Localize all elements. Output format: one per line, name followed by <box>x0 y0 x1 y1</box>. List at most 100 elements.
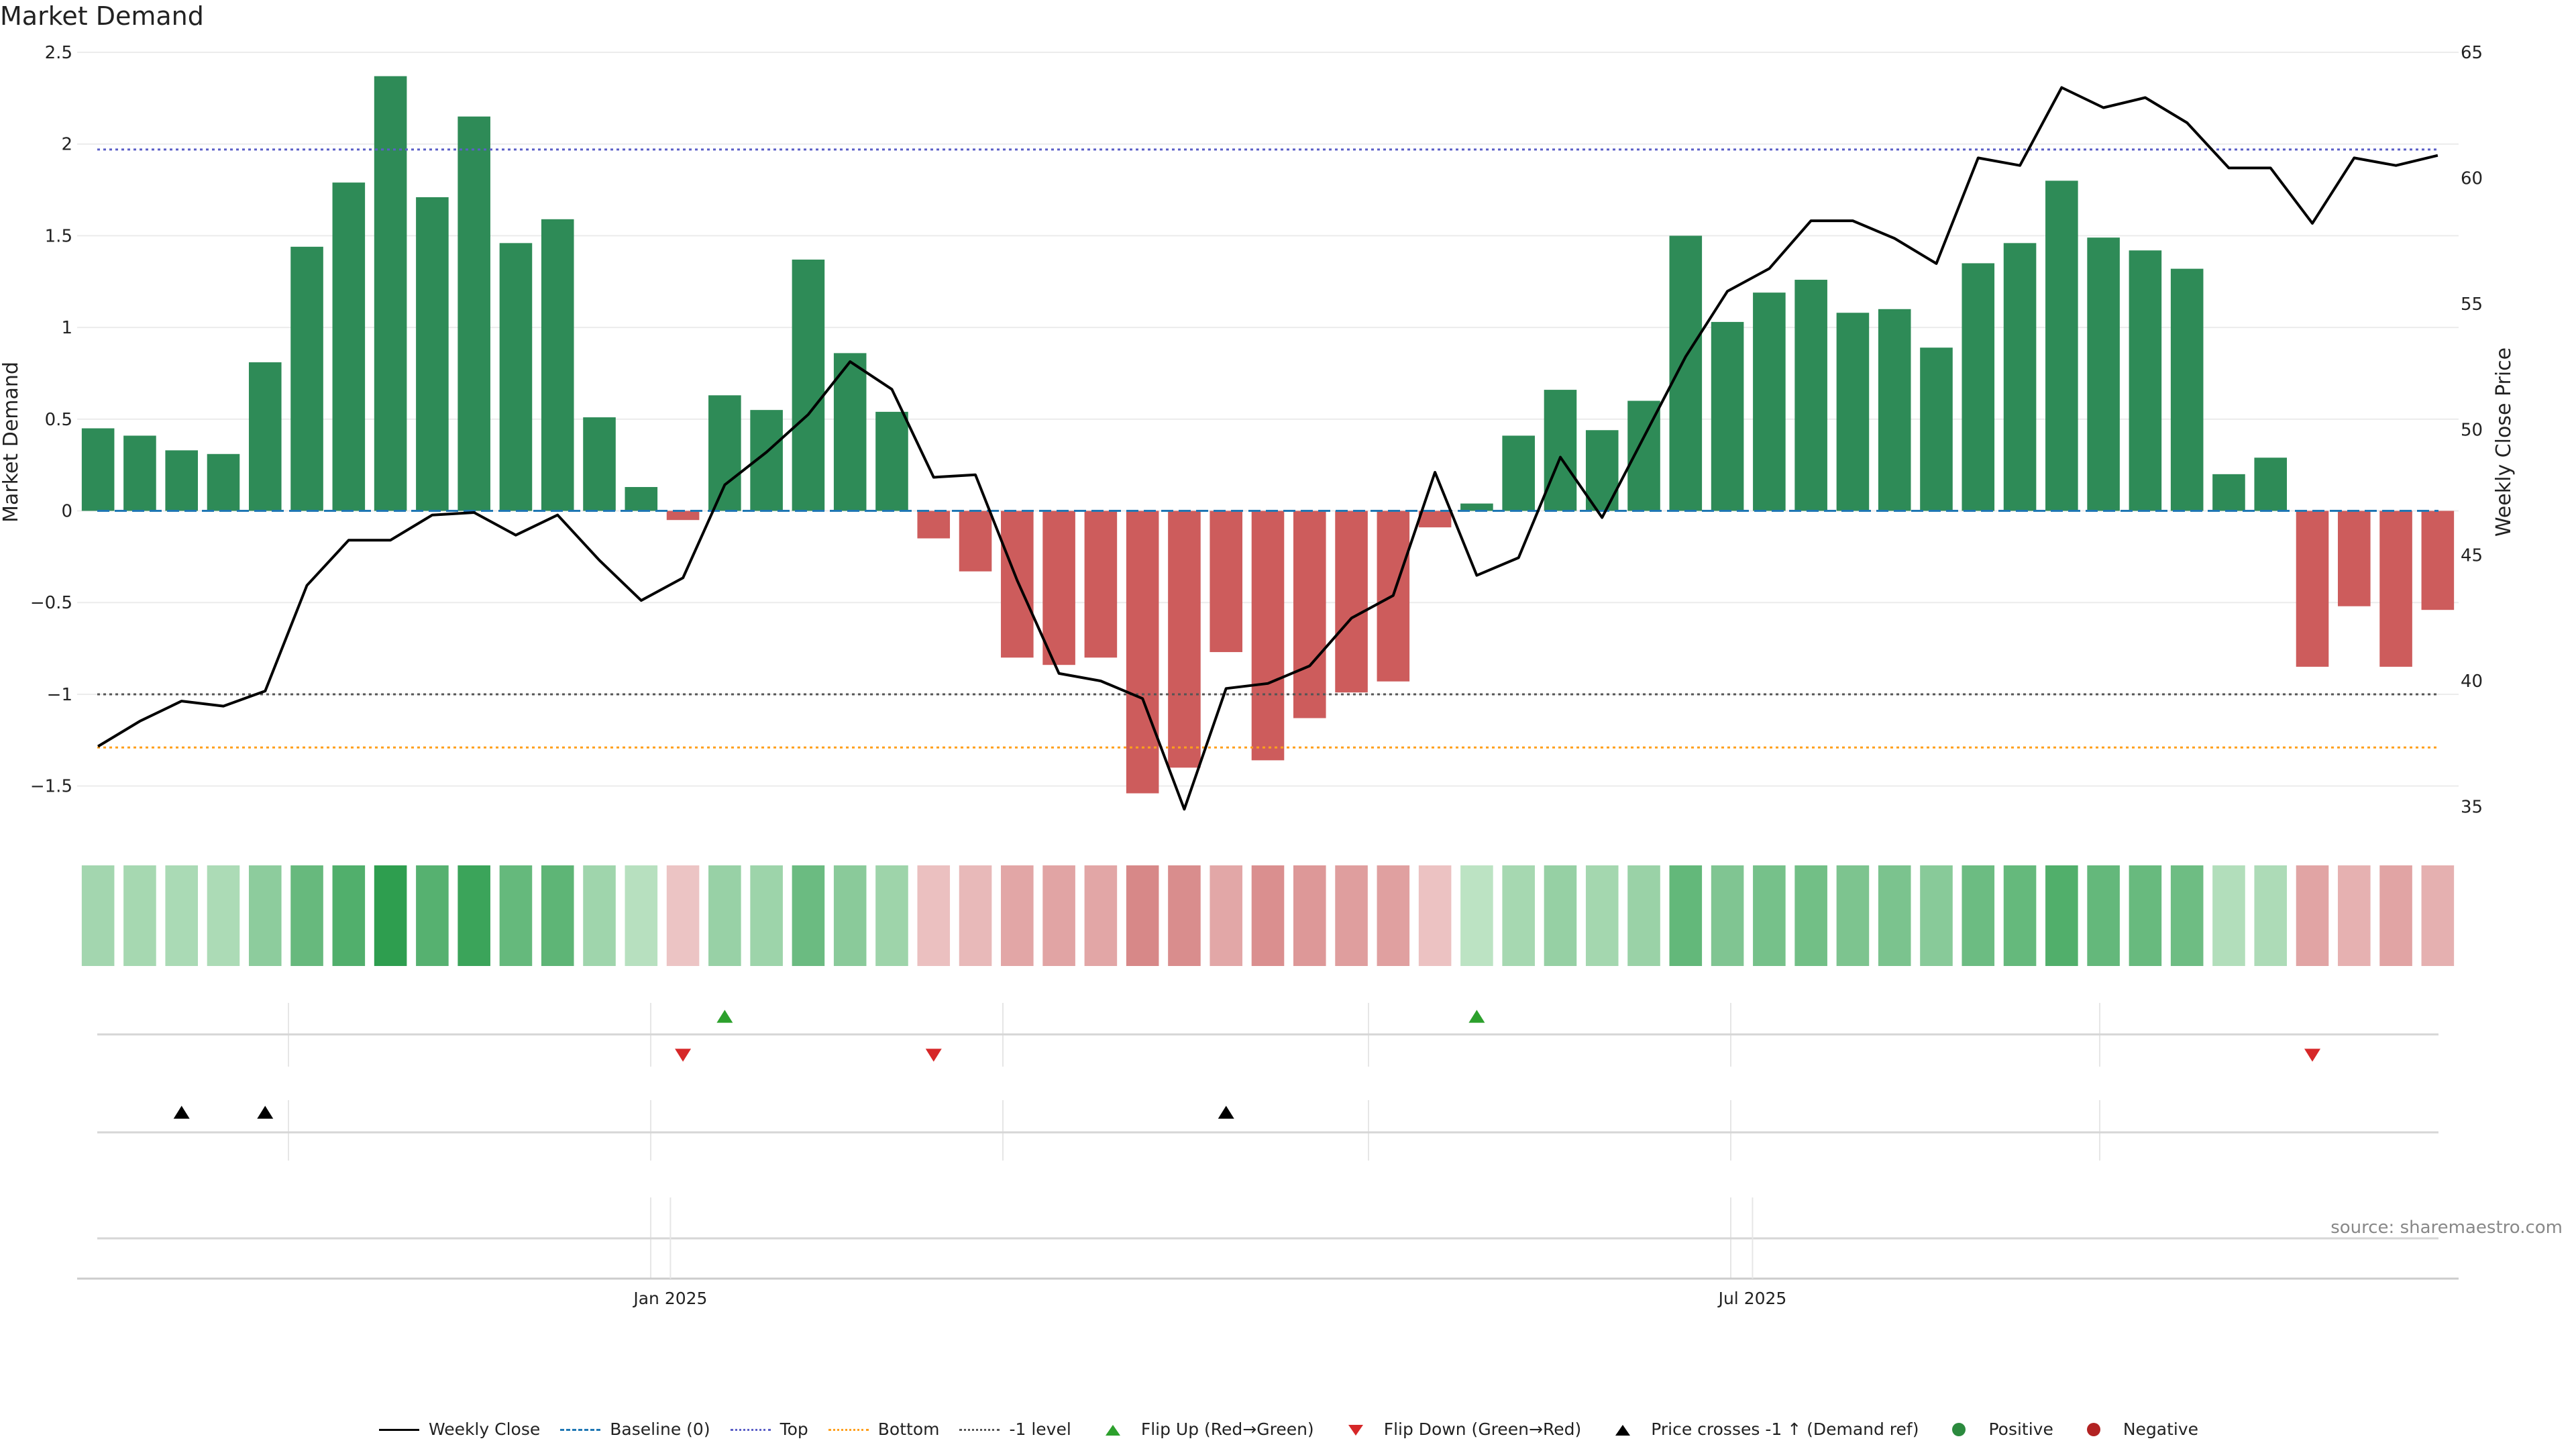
heat-cell <box>332 865 366 966</box>
demand-bar-positive <box>625 486 658 511</box>
heat-cell <box>1418 865 1452 966</box>
demand-bar-positive <box>374 76 407 511</box>
heat-cell <box>1293 865 1326 966</box>
heat-cell <box>2087 865 2120 966</box>
heat-cell <box>1335 865 1368 966</box>
price-cross-marker <box>257 1106 274 1119</box>
y2-tick-label: 50 <box>2461 420 2483 440</box>
legend-flip-down-label: Flip Down (Green→Red) <box>1383 1419 1582 1439</box>
heat-cell <box>2045 865 2078 966</box>
legend-baseline-symbol <box>559 1421 602 1438</box>
demand-bar-negative <box>1293 511 1326 718</box>
demand-bar-positive <box>1962 263 1995 511</box>
heat-cell <box>541 865 574 966</box>
price-cross-marker <box>1218 1106 1234 1119</box>
heat-cell <box>374 865 407 966</box>
heat-cell <box>2170 865 2204 966</box>
demand-bar-positive <box>2212 474 2245 511</box>
demand-bar-negative <box>1084 511 1118 658</box>
heat-cell <box>2379 865 2412 966</box>
heat-cell <box>1210 865 1243 966</box>
flip-up-marker <box>716 1010 733 1023</box>
demand-bar-positive <box>2170 268 2204 511</box>
chart-title: Market Demand <box>0 1 204 31</box>
demand-bar-positive <box>81 428 115 511</box>
demand-bar-negative <box>1251 511 1285 761</box>
y2-axis-label: Weekly Close Price <box>2492 347 2516 537</box>
main-panel: −1.5 −1 −0.5 0 0.5 1 1.5 2 2.5 35 40 45 50 55 60 65 Mark… <box>0 43 2516 818</box>
heat-cell <box>1084 865 1118 966</box>
flip-markers-panel <box>97 1003 2438 1067</box>
demand-bar-positive <box>1794 280 1827 511</box>
y2-tick-label: 55 <box>2461 294 2483 315</box>
demand-bar-positive <box>207 453 240 511</box>
y-axis-label: Market Demand <box>0 362 23 523</box>
heat-cell <box>2003 865 2037 966</box>
price-cross-panel <box>97 1100 2438 1161</box>
legend-price-cross-symbol <box>1600 1421 1643 1438</box>
demand-bar-positive <box>123 435 156 511</box>
legend-minus1: -1 level <box>958 1419 1071 1439</box>
legend-top-symbol <box>729 1421 772 1438</box>
x-tick-label: Jan 2025 <box>632 1289 707 1308</box>
heat-cell <box>1585 865 1619 966</box>
demand-bar-positive <box>833 353 867 511</box>
heat-cell <box>1794 865 1827 966</box>
heat-strip-panel <box>81 865 2455 966</box>
legend-flip-down: Flip Down (Green→Red) <box>1333 1419 1582 1439</box>
y-tick-label: −0.5 <box>30 593 72 613</box>
source-credit: source: sharemaestro.com <box>2330 1218 2563 1238</box>
heat-cell <box>207 865 240 966</box>
legend-minus1-symbol <box>958 1421 1001 1438</box>
heat-cell <box>1460 865 1493 966</box>
demand-bar-negative <box>1210 511 1243 653</box>
demand-bar-negative <box>917 511 951 539</box>
heat-cell <box>2129 865 2162 966</box>
heat-cell <box>81 865 115 966</box>
demand-bar-positive <box>1920 347 1953 511</box>
y2-tick-label: 65 <box>2461 43 2483 63</box>
heat-cell <box>1962 865 1995 966</box>
y-tick-label: 0 <box>61 502 72 522</box>
y-tick-label: 2 <box>61 135 72 155</box>
heat-cell <box>875 865 908 966</box>
heat-cell <box>1544 865 1577 966</box>
legend-negative-symbol <box>2072 1421 2115 1438</box>
demand-bar-negative <box>1418 511 1452 528</box>
heat-cell <box>123 865 156 966</box>
demand-bar-negative <box>1042 511 1075 665</box>
legend-flip-up: Flip Up (Red→Green) <box>1090 1419 1314 1439</box>
heat-cell <box>1711 865 1744 966</box>
legend-baseline-label: Baseline (0) <box>610 1419 710 1439</box>
heat-cell <box>458 865 490 966</box>
demand-bar-positive <box>290 246 323 511</box>
heat-cell <box>792 865 825 966</box>
legend-weekly-close-symbol <box>378 1421 421 1438</box>
heat-cell <box>165 865 198 966</box>
heat-cell <box>625 865 658 966</box>
legend-positive-label: Positive <box>1988 1419 2053 1439</box>
demand-bar-positive <box>1836 313 1870 511</box>
demand-bar-negative <box>666 511 700 521</box>
demand-bar-positive <box>1711 321 1744 511</box>
empty-bottom-panel: Jan 2025 Jul 2025 <box>77 1197 2459 1308</box>
legend: Weekly Close Baseline (0) Top Bottom -1 leve… <box>0 1419 2576 1442</box>
demand-bar-negative <box>2338 511 2371 606</box>
heat-cell <box>1377 865 1410 966</box>
demand-bar-positive <box>708 395 741 511</box>
legend-positive-symbol <box>1937 1421 1980 1438</box>
demand-bar-positive <box>1502 435 1535 511</box>
flip-up-marker <box>1468 1010 1485 1023</box>
heat-cell <box>1502 865 1535 966</box>
legend-flip-up-label: Flip Up (Red→Green) <box>1140 1419 1314 1439</box>
legend-baseline: Baseline (0) <box>559 1419 710 1439</box>
demand-bar-positive <box>1878 309 1911 511</box>
demand-bar-positive <box>332 182 366 511</box>
demand-bar-positive <box>792 259 825 511</box>
legend-negative-label: Negative <box>2123 1419 2199 1439</box>
heat-cell <box>1627 865 1660 966</box>
demand-bar-positive <box>2087 237 2120 511</box>
demand-bar-positive <box>1460 503 1493 511</box>
heat-cell <box>1042 865 1075 966</box>
